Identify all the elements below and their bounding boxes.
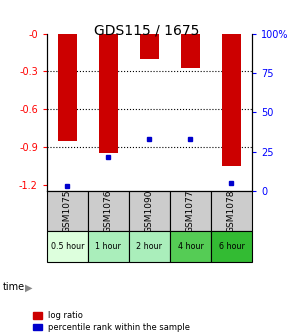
FancyBboxPatch shape — [129, 230, 170, 262]
Text: 1 hour: 1 hour — [96, 242, 121, 251]
Text: GSM1075: GSM1075 — [63, 189, 72, 233]
Text: GSM1078: GSM1078 — [227, 189, 236, 233]
Bar — [58, 34, 77, 141]
Bar — [99, 34, 118, 153]
Text: time: time — [3, 282, 25, 292]
Bar — [222, 34, 241, 166]
Text: ▶: ▶ — [25, 282, 33, 292]
FancyBboxPatch shape — [211, 230, 252, 262]
FancyBboxPatch shape — [129, 191, 170, 230]
Text: GSM1076: GSM1076 — [104, 189, 113, 233]
Text: 2 hour: 2 hour — [137, 242, 162, 251]
Text: 0.5 hour: 0.5 hour — [51, 242, 84, 251]
Legend: log ratio, percentile rank within the sample: log ratio, percentile rank within the sa… — [33, 311, 190, 332]
FancyBboxPatch shape — [170, 230, 211, 262]
FancyBboxPatch shape — [88, 191, 129, 230]
FancyBboxPatch shape — [47, 230, 88, 262]
FancyBboxPatch shape — [88, 230, 129, 262]
Text: GSM1077: GSM1077 — [186, 189, 195, 233]
Text: GSM1090: GSM1090 — [145, 189, 154, 233]
Text: 6 hour: 6 hour — [219, 242, 244, 251]
FancyBboxPatch shape — [170, 191, 211, 230]
FancyBboxPatch shape — [211, 191, 252, 230]
Bar — [140, 34, 159, 59]
Text: GDS115 / 1675: GDS115 / 1675 — [94, 24, 199, 38]
FancyBboxPatch shape — [47, 191, 88, 230]
Bar — [181, 34, 200, 68]
Text: 4 hour: 4 hour — [178, 242, 203, 251]
